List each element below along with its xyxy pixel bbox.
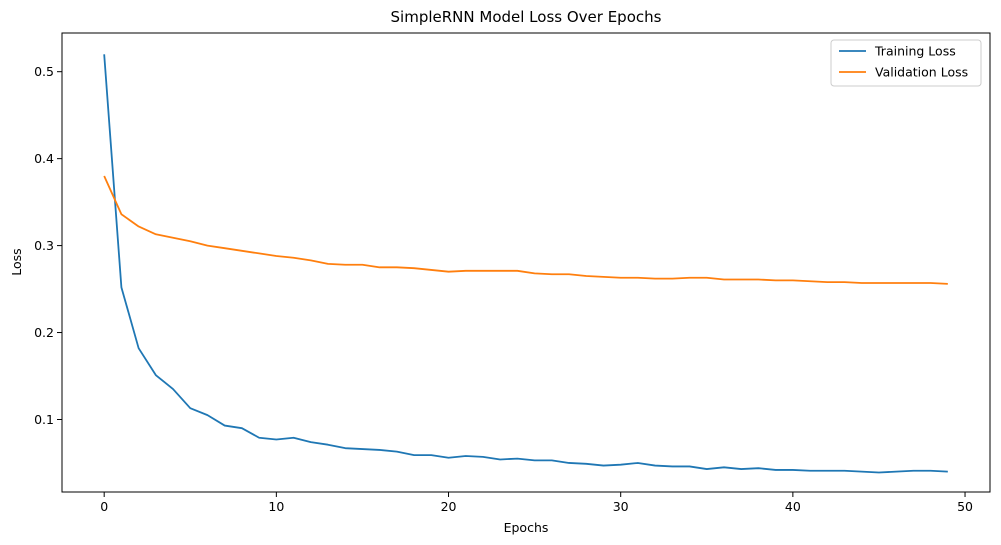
- x-tick-label: 50: [957, 499, 973, 514]
- y-axis-ticks: 0.1 0.2 0.3 0.4 0.5: [34, 64, 62, 427]
- y-tick-label: 0.3: [34, 238, 54, 253]
- legend-box: [830, 39, 982, 87]
- x-tick-label: 30: [613, 499, 629, 514]
- x-axis-title: Epochs: [504, 520, 549, 535]
- y-tick-label: 0.2: [34, 325, 54, 340]
- legend: Training Loss Validation Loss: [830, 39, 982, 87]
- x-tick-label: 40: [785, 499, 801, 514]
- x-tick-label: 20: [441, 499, 457, 514]
- plot-frame: [61, 32, 991, 493]
- x-tick-label: 10: [268, 499, 284, 514]
- y-tick-label: 0.4: [34, 151, 54, 166]
- plot-area: 0 10 20 30 40 50 0.1 0.2 0.3 0.4 0.5: [34, 32, 991, 514]
- chart-title: SimpleRNN Model Loss Over Epochs: [391, 8, 662, 26]
- y-axis-title: Loss: [9, 248, 24, 275]
- y-tick-label: 0.5: [34, 64, 54, 79]
- x-tick-label: 0: [100, 499, 108, 514]
- x-axis-ticks: 0 10 20 30 40 50: [100, 492, 973, 514]
- y-tick-label: 0.1: [34, 412, 54, 427]
- training-loss-line: [103, 54, 948, 474]
- series-lines: [103, 54, 948, 474]
- validation-loss-line: [103, 175, 948, 285]
- legend-label-validation-loss: Validation Loss: [875, 65, 968, 80]
- legend-label-training-loss: Training Loss: [874, 44, 956, 59]
